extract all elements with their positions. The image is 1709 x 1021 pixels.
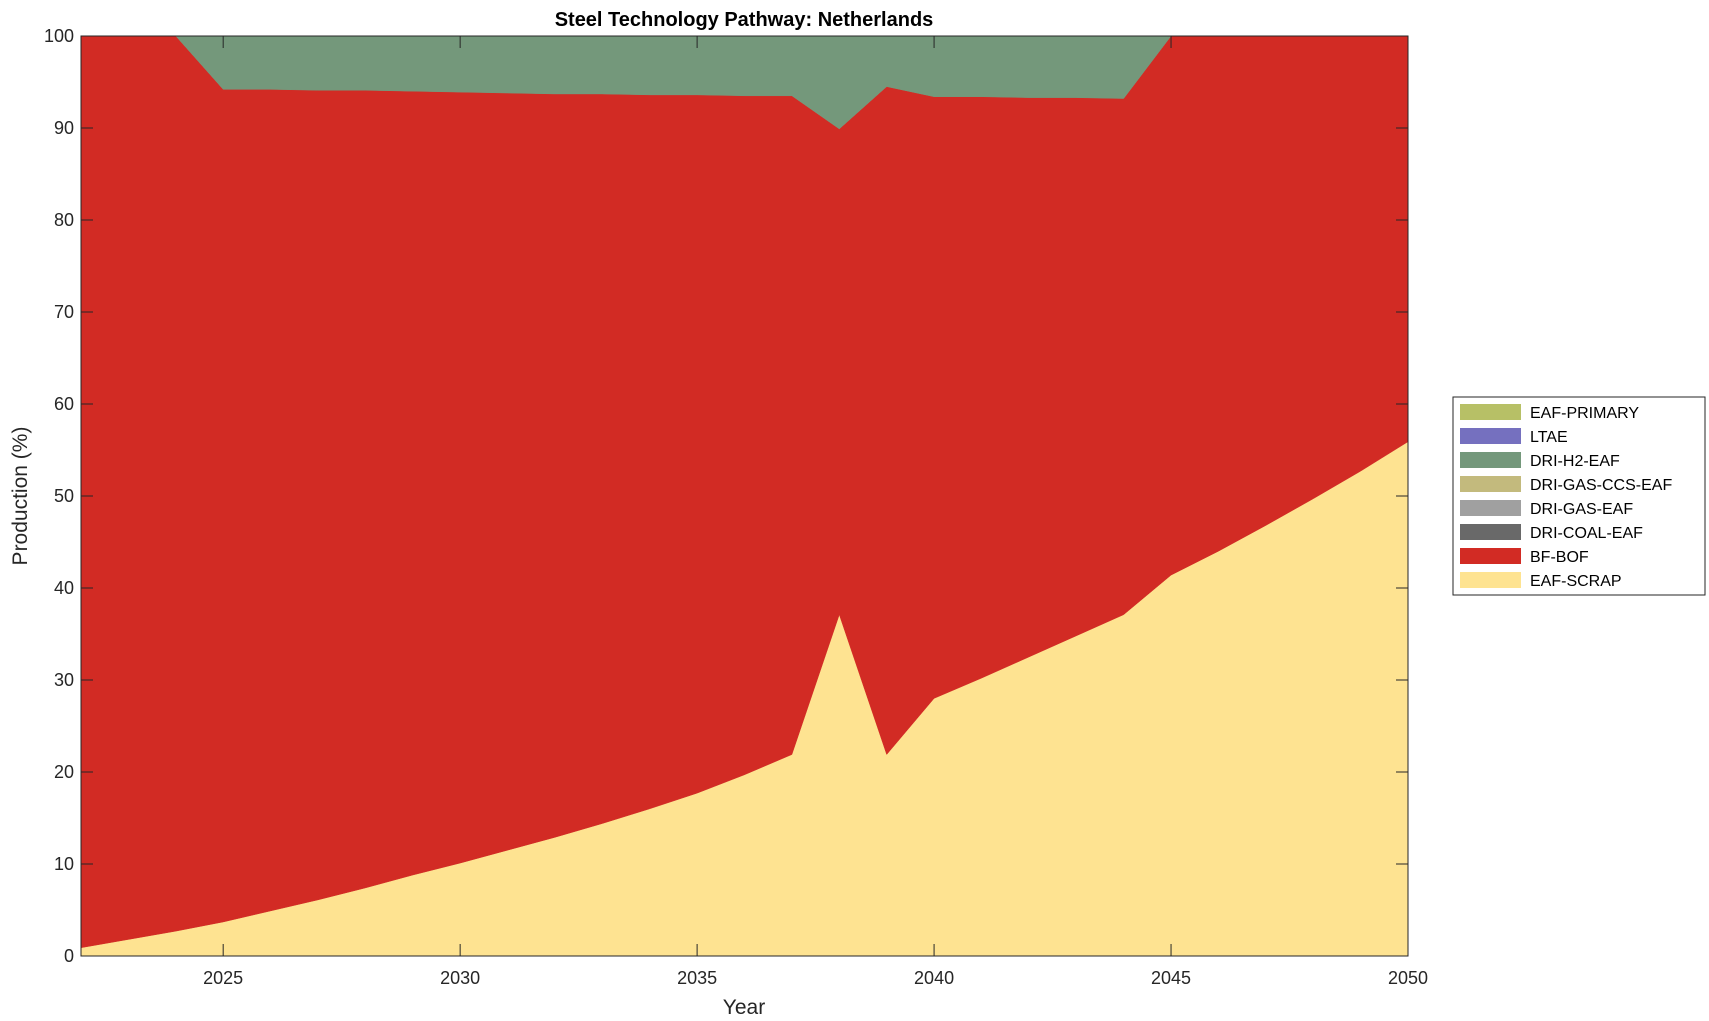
x-tick-label: 2050 [1388,968,1428,988]
legend-label: DRI-GAS-CCS-EAF [1530,477,1672,494]
x-tick-label: 2025 [203,968,243,988]
legend-swatch [1460,500,1521,516]
legend-label: DRI-GAS-EAF [1530,501,1633,518]
legend-item-dri-gas-ccs-eaf: DRI-GAS-CCS-EAF [1460,476,1672,494]
legend-swatch [1460,524,1521,540]
legend: EAF-PRIMARY LTAE DRI-H2-EAF DRI-GAS-CCS-EAF… [1452,396,1706,596]
legend-swatch [1460,452,1521,468]
legend-label: EAF-PRIMARY [1530,405,1639,422]
legend-swatch [1460,548,1521,564]
legend-item-bf-bof: BF-BOF [1460,548,1589,566]
y-tick-label: 10 [54,854,74,874]
y-axis-label: Production (%) [9,427,32,566]
x-axis: 2025 2030 2035 2040 2045 2050 [203,36,1428,988]
x-tick-label: 2030 [440,968,480,988]
legend-item-eaf-primary: EAF-PRIMARY [1460,404,1639,422]
chart-title: Steel Technology Pathway: Netherlands [555,9,934,31]
legend-label: LTAE [1530,429,1568,446]
x-tick-label: 2040 [914,968,954,988]
y-tick-label: 0 [64,946,74,966]
y-axis: 0 10 20 30 40 50 60 70 80 90 100 [44,26,1408,966]
legend-item-ltae: LTAE [1460,428,1568,446]
legend-item-dri-h2-eaf: DRI-H2-EAF [1460,452,1620,470]
y-tick-label: 30 [54,670,74,690]
y-tick-label: 20 [54,762,74,782]
y-tick-label: 90 [54,118,74,138]
legend-swatch [1460,428,1521,444]
legend-item-dri-gas-eaf: DRI-GAS-EAF [1460,500,1633,518]
legend-label: BF-BOF [1530,549,1589,566]
legend-swatch [1460,404,1521,420]
y-tick-label: 100 [44,26,74,46]
y-tick-label: 80 [54,210,74,230]
legend-swatch [1460,476,1521,492]
legend-item-eaf-scrap: EAF-SCRAP [1460,572,1622,590]
x-axis-label: Year [723,996,765,1019]
legend-swatch [1460,572,1521,588]
y-tick-label: 50 [54,486,74,506]
area-layers [80,35,1409,957]
legend-label: EAF-SCRAP [1530,573,1622,590]
y-tick-label: 70 [54,302,74,322]
x-tick-label: 2035 [677,968,717,988]
x-tick-label: 2045 [1151,968,1191,988]
legend-item-dri-coal-eaf: DRI-COAL-EAF [1460,524,1643,542]
y-tick-label: 60 [54,394,74,414]
legend-label: DRI-COAL-EAF [1530,525,1643,542]
y-tick-label: 40 [54,578,74,598]
legend-label: DRI-H2-EAF [1530,453,1620,470]
